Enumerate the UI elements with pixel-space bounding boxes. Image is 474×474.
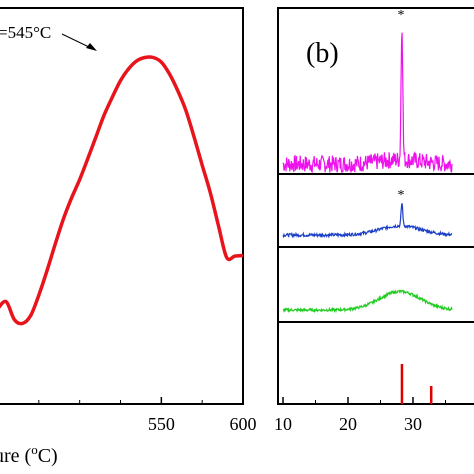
panel-b-peak-marker-2: * <box>397 188 404 203</box>
degree-superscript: o <box>31 442 38 457</box>
panel-a: 550 600 =545°C ure (oC) <box>0 7 257 467</box>
panel-b-reference-lines <box>400 364 433 404</box>
panel-b-series-2 <box>282 203 453 239</box>
panel-b-peak-marker-1: * <box>397 8 404 23</box>
panel-b-series-3 <box>282 289 453 314</box>
panel-b-x-tick-label: 20 <box>339 414 357 434</box>
panel-b-frame <box>277 7 474 405</box>
panel-a-x-tick-label: 600 <box>230 414 257 434</box>
annotation-arrow <box>61 33 92 49</box>
panel-a-frame <box>0 7 244 405</box>
panel-b-series-group: ** <box>282 8 453 314</box>
panel-a-x-ticks: 550 600 <box>38 397 257 434</box>
panel-b-x-tick-label: 30 <box>404 414 422 434</box>
panel-b-x-tick-label: 10 <box>274 414 292 434</box>
panel-b-label: (b) <box>306 38 339 69</box>
panel-a-x-axis-label: ure (oC) <box>0 442 58 467</box>
annotation-arrowhead <box>86 43 97 51</box>
panel-a-curve <box>0 55 244 326</box>
panel-b: (b) ** 10 20 30 <box>274 7 474 434</box>
panel-a-x-tick-label: 550 <box>148 414 175 434</box>
panel-b-x-ticks: 10 20 30 <box>274 397 446 434</box>
panel-a-annotation: =545°C <box>0 23 51 42</box>
panel-b-series-1 <box>282 32 453 174</box>
